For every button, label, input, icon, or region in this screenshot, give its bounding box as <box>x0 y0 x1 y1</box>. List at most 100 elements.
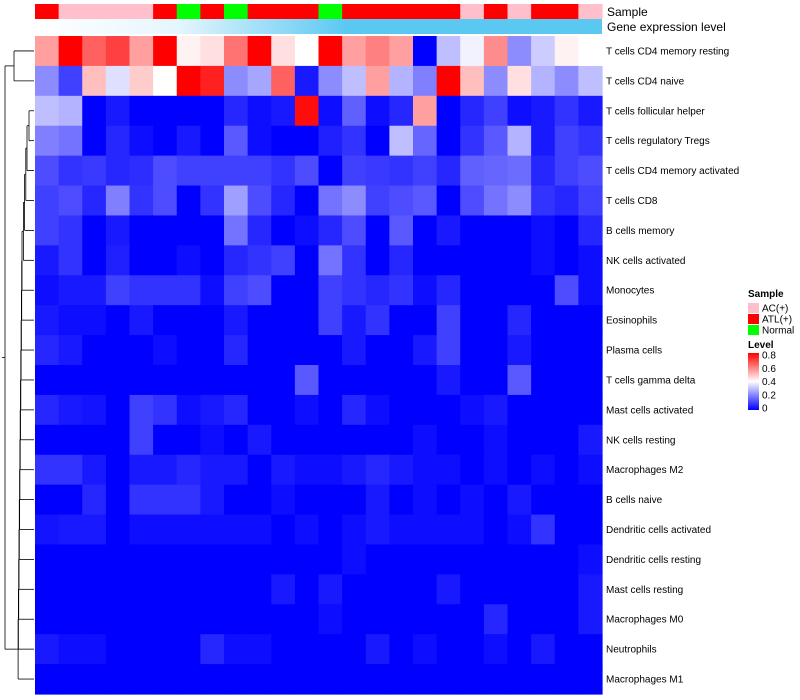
heatmap-cell <box>436 604 461 635</box>
heatmap-cell <box>342 394 367 426</box>
heatmap-cell <box>105 664 131 695</box>
level-tick-label: 0 <box>762 404 768 415</box>
heatmap-cell <box>507 514 532 546</box>
heatmap-cell <box>58 36 83 67</box>
heatmap-cell <box>413 664 438 695</box>
heatmap-cell <box>82 95 107 127</box>
heatmap-cell <box>294 305 320 336</box>
heatmap-cell <box>200 215 225 246</box>
heatmap-cell <box>318 604 343 635</box>
heatmap-cell <box>531 95 556 127</box>
heatmap-cell <box>413 335 438 366</box>
heatmap-cell <box>389 65 414 97</box>
heatmap-cell <box>483 185 509 217</box>
heatmap-cell <box>200 514 225 546</box>
heatmap-cell <box>271 95 296 127</box>
heatmap-cell <box>153 394 178 426</box>
heatmap-cell <box>365 514 390 546</box>
heatmap-cell <box>153 95 178 127</box>
heatmap-cell <box>129 484 154 516</box>
heatmap-cell <box>294 65 320 97</box>
heatmap-cell <box>105 155 131 187</box>
heatmap-cell <box>413 544 438 575</box>
heatmap-cell <box>318 574 343 605</box>
heatmap-cell <box>200 365 225 396</box>
heatmap-cell <box>318 275 343 306</box>
heatmap-cell <box>153 335 178 366</box>
heatmap-cell <box>578 245 603 276</box>
heatmap-cell <box>58 544 83 575</box>
heatmap-cell <box>129 514 154 546</box>
heatmap-cell <box>35 484 60 516</box>
heatmap-cell <box>460 424 485 456</box>
heatmap-cell <box>294 155 320 187</box>
heatmap-cell <box>531 275 556 306</box>
heatmap-cell <box>271 185 296 217</box>
heatmap-cell <box>224 95 249 127</box>
heatmap-cell <box>105 544 131 575</box>
heatmap-cell <box>507 275 532 306</box>
heatmap-cell <box>318 514 343 546</box>
heatmap-cell <box>200 454 225 486</box>
heatmap-cell <box>35 454 60 486</box>
heatmap-cell <box>129 634 154 665</box>
heatmap-cell <box>483 574 509 605</box>
heatmap-cell <box>554 305 579 336</box>
row-label: Monocytes <box>606 286 654 297</box>
heatmap-cell <box>389 664 414 695</box>
heatmap-cell <box>554 185 579 217</box>
heatmap-cell <box>507 574 532 605</box>
heatmap-cell <box>176 424 201 456</box>
heatmap-cell <box>58 454 83 486</box>
heatmap-cell <box>224 125 249 157</box>
heatmap-cell <box>58 155 83 187</box>
heatmap-cell <box>58 424 83 456</box>
heatmap-cell <box>294 394 320 426</box>
heatmap-cell <box>58 634 83 665</box>
sample-annotation-cell <box>271 4 296 19</box>
heatmap-cell <box>389 544 414 575</box>
heatmap-cell <box>58 365 83 396</box>
heatmap-cell <box>153 185 178 217</box>
heatmap-cell <box>507 95 532 127</box>
heatmap-cell <box>365 394 390 426</box>
heatmap-cell <box>105 424 131 456</box>
heatmap-cell <box>342 65 367 97</box>
heatmap-cell <box>436 544 461 575</box>
heatmap-cell <box>35 215 60 246</box>
heatmap-cell <box>507 185 532 217</box>
heatmap-cell <box>224 454 249 486</box>
heatmap-cell <box>35 394 60 426</box>
heatmap-cell <box>153 574 178 605</box>
heatmap-cell <box>483 544 509 575</box>
heatmap-cell <box>271 245 296 276</box>
heatmap-cell <box>483 305 509 336</box>
heatmap-cell <box>35 365 60 396</box>
heatmap-cell <box>578 365 603 396</box>
heatmap-cell <box>200 65 225 97</box>
heatmap-cell <box>129 664 154 695</box>
heatmap-cell <box>578 155 603 187</box>
heatmap-cell <box>365 185 390 217</box>
legend-label: Normal <box>762 326 794 337</box>
legend-label: ATL(+) <box>762 315 792 326</box>
heatmap-cell <box>436 514 461 546</box>
heatmap-cell <box>389 514 414 546</box>
heatmap-cell <box>389 604 414 635</box>
heatmap-cell <box>342 185 367 217</box>
heatmap-cell <box>58 335 83 366</box>
heatmap-cell <box>554 365 579 396</box>
heatmap-cell <box>176 544 201 575</box>
heatmap-cell <box>82 634 107 665</box>
heatmap-cell <box>531 215 556 246</box>
heatmap-cell <box>294 574 320 605</box>
heatmap-cell <box>483 335 509 366</box>
heatmap-cell <box>271 454 296 486</box>
heatmap-cell <box>483 125 509 157</box>
sample-annotation-cell <box>35 4 60 19</box>
heatmap-cell <box>176 245 201 276</box>
heatmap-cell <box>271 305 296 336</box>
level-tick-label: 0.8 <box>762 351 776 362</box>
sample-annotation-cell <box>247 4 272 19</box>
heatmap-cell <box>82 454 107 486</box>
